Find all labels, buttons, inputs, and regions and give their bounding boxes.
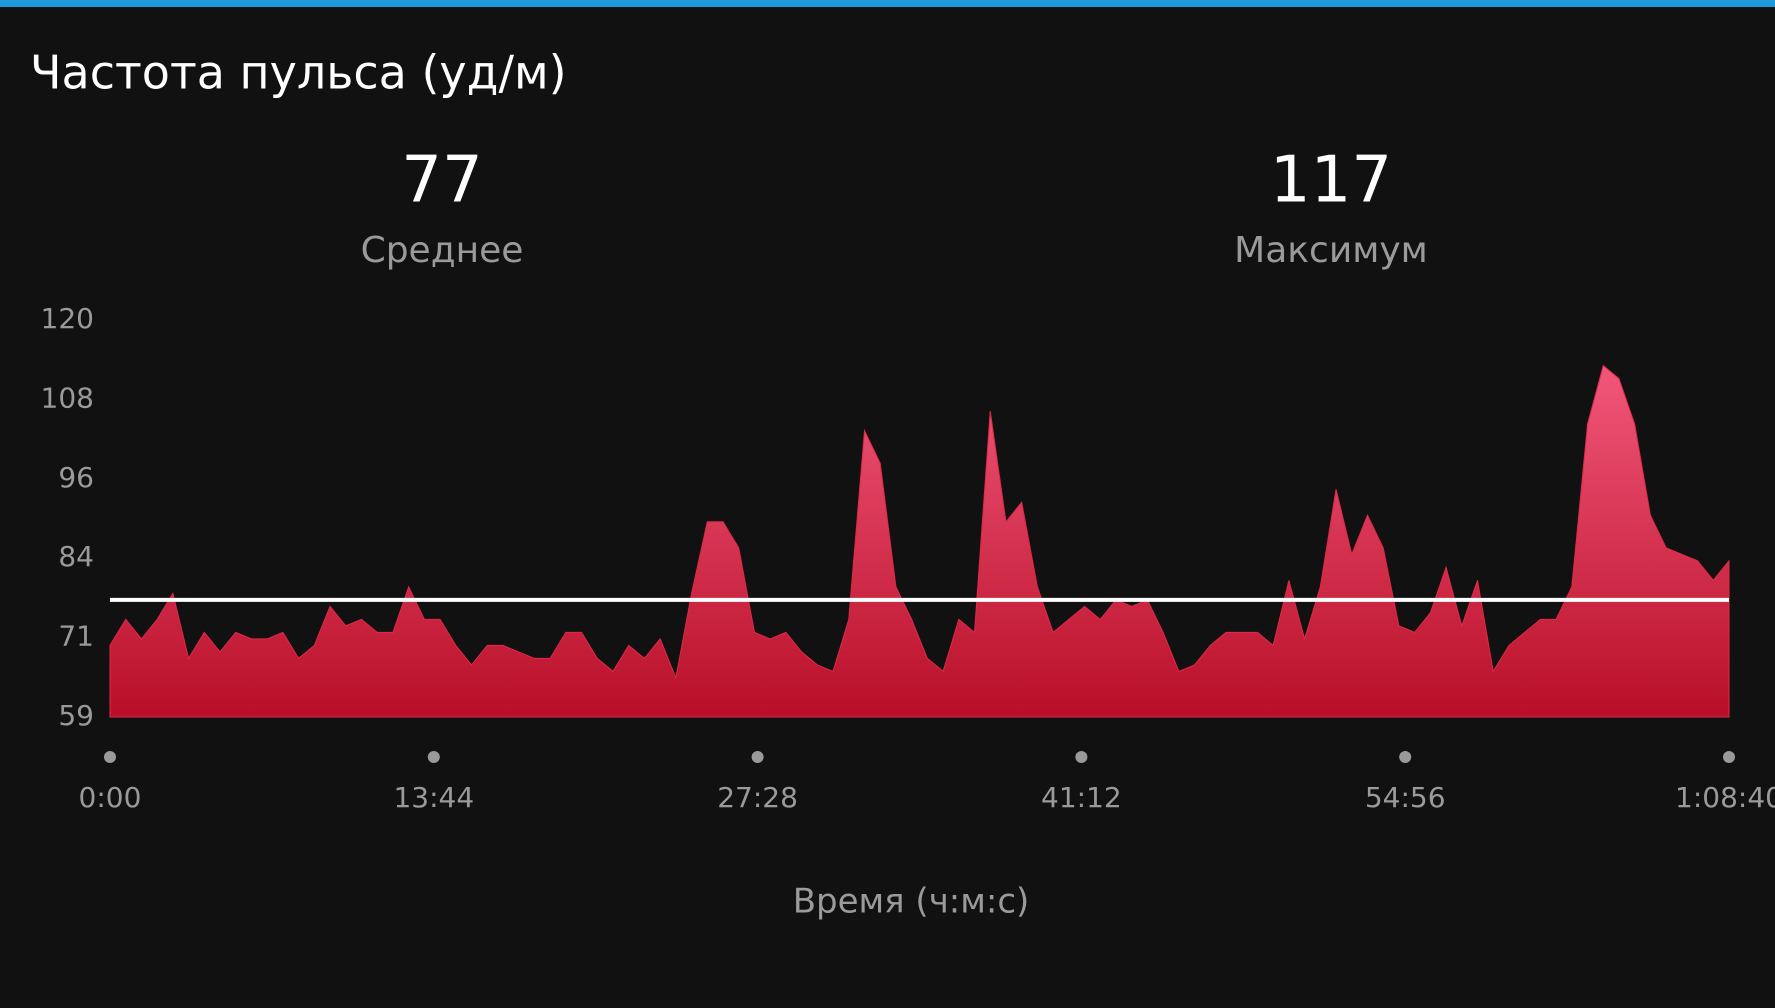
x-tick-dot [1075,751,1088,763]
y-tick-label: 108 [41,381,94,414]
x-tick-label: 41:12 [1041,781,1122,814]
chart-title: Частота пульса (уд/м) [30,46,567,100]
y-tick-label: 96 [58,461,94,494]
maximum-label: Максимум [1234,230,1428,271]
x-tick-dot [427,751,440,763]
x-axis-title: Время (ч:м:с) [793,882,1030,922]
heart-rate-area [109,364,1730,718]
x-tick-label: 0:00 [79,781,142,814]
x-tick-label: 54:56 [1365,781,1446,814]
y-tick-label: 120 [41,302,94,335]
x-tick-dot [1723,751,1735,763]
x-tick-dot [751,751,764,763]
x-tick-label: 27:28 [717,781,798,814]
x-tick-label: 13:44 [393,781,474,814]
y-tick-label: 84 [58,540,94,573]
top-bar [0,0,1775,7]
x-tick-label: 1:08:40 [1675,781,1775,814]
x-tick-dot [1399,751,1412,763]
average-label: Среднее [361,230,524,271]
average-value: 77 [401,144,482,218]
y-tick-label: 71 [58,620,94,653]
y-tick-label: 59 [58,699,94,732]
x-tick-dot [104,751,116,763]
maximum-value: 117 [1270,144,1392,218]
